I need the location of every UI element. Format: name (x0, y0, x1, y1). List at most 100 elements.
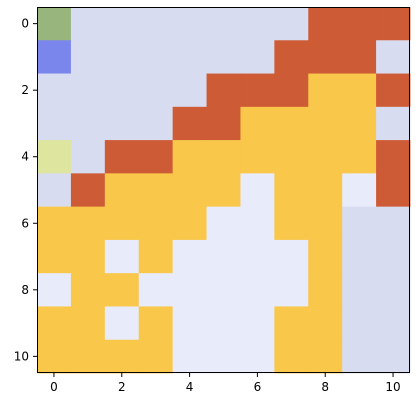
heatmap-cell (376, 273, 411, 307)
heatmap-cell (206, 206, 241, 241)
heatmap-cell (104, 73, 140, 108)
heatmap-cell (240, 239, 275, 274)
heatmap-cell (342, 306, 377, 341)
heatmap-cell (274, 173, 309, 208)
heatmap-cell (274, 273, 309, 307)
heatmap-cell (37, 140, 72, 174)
heatmap-cell (308, 40, 343, 74)
heatmap-cell (172, 339, 207, 374)
heatmap-cell (138, 339, 174, 374)
heatmap-cell (104, 273, 140, 307)
heatmap-cell (206, 306, 241, 341)
heatmap-cell (274, 206, 309, 241)
heatmap-cell (342, 339, 377, 374)
x-tick-label: 4 (186, 380, 194, 394)
heatmap-cell (274, 239, 309, 274)
heatmap-cell (138, 140, 174, 174)
heatmap-cell (104, 7, 140, 41)
heatmap-cell (274, 7, 309, 41)
heatmap-cell (104, 140, 140, 174)
heatmap-cell (172, 73, 207, 108)
heatmap-cell (37, 7, 72, 41)
heatmap-cell (138, 40, 174, 74)
heatmap-cell (206, 339, 241, 374)
heatmap-cell (37, 306, 72, 341)
heatmap-cell (104, 106, 140, 141)
heatmap-cell (206, 173, 241, 208)
heatmap-cell (104, 239, 140, 274)
heatmap-cell (138, 73, 174, 108)
heatmap-cell (37, 40, 72, 74)
x-tick-label: 8 (321, 380, 329, 394)
heatmap-cell (172, 7, 207, 41)
heatmap-cell (240, 273, 275, 307)
heatmap-cell (342, 173, 377, 208)
heatmap-cell (342, 40, 377, 74)
heatmap-cell (37, 273, 72, 307)
heatmap-cell (70, 73, 106, 108)
heatmap-cell (70, 239, 106, 274)
heatmap-cell (376, 40, 411, 74)
heatmap-cell (70, 7, 106, 41)
y-tick-label: 2 (21, 83, 29, 97)
heatmap-cell (274, 73, 309, 108)
heatmap-cell (308, 339, 343, 374)
heatmap-cell (376, 7, 411, 41)
x-axis: 0 2 4 6 8 10 (50, 373, 401, 394)
heatmap-cell (274, 106, 309, 141)
heatmap-cell (308, 73, 343, 108)
y-tick-label: 6 (21, 216, 29, 230)
heatmap-cell (274, 339, 309, 374)
heatmap-cell (206, 273, 241, 307)
heatmap-cell (138, 7, 174, 41)
heatmap-cell (240, 140, 275, 174)
heatmap-cell (172, 40, 207, 74)
heatmap-cell (70, 206, 106, 241)
heatmap-cell (342, 273, 377, 307)
heatmap-cell (37, 73, 72, 108)
heatmap-cell (342, 140, 377, 174)
heatmap-cell (206, 239, 241, 274)
heatmap-cell (172, 106, 207, 141)
heatmap-cell (206, 40, 241, 74)
heatmap-cell (342, 73, 377, 108)
heatmap-cell (308, 106, 343, 141)
heatmap-cell (104, 306, 140, 341)
y-tick-label: 4 (21, 150, 29, 164)
heatmap-cell (70, 40, 106, 74)
heatmap-cell (376, 206, 411, 241)
heatmap-cell (37, 106, 72, 141)
heatmap-cell (206, 7, 241, 41)
plot-frame (37, 7, 410, 373)
heatmap-cell (342, 239, 377, 274)
heatmap-cell (240, 73, 275, 108)
heatmap-cell (240, 206, 275, 241)
heatmap-cell (70, 273, 106, 307)
heatmap-cell (138, 106, 174, 141)
heatmap-cell (240, 7, 275, 41)
heatmap-cell (138, 273, 174, 307)
heatmap-cells (37, 7, 411, 374)
heatmap-cell (308, 306, 343, 341)
heatmap-cell (138, 206, 174, 241)
heatmap-cell (342, 206, 377, 241)
heatmap-cell (172, 306, 207, 341)
heatmap-cell (104, 173, 140, 208)
heatmap-cell (104, 339, 140, 374)
heatmap-cell (70, 173, 106, 208)
heatmap-cell (104, 206, 140, 241)
heatmap-cell (70, 339, 106, 374)
heatmap-cell (70, 306, 106, 341)
heatmap-cell (376, 106, 411, 141)
heatmap-cell (240, 106, 275, 141)
heatmap-cell (172, 140, 207, 174)
heatmap-cell (70, 106, 106, 141)
x-tick-label: 6 (254, 380, 262, 394)
heatmap-cell (138, 306, 174, 341)
heatmap-cell (240, 339, 275, 374)
heatmap-cell (138, 173, 174, 208)
heatmap-cell (206, 140, 241, 174)
heatmap-cell (206, 106, 241, 141)
x-tick-label: 0 (50, 380, 58, 394)
